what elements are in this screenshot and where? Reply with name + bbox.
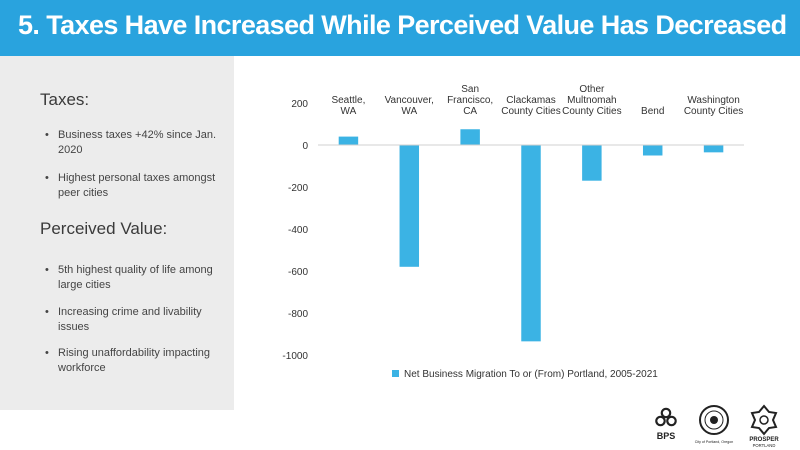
- value-bullet-3: Rising unaffordability impacting workfor…: [45, 346, 226, 376]
- bps-label: BPS: [657, 431, 676, 441]
- category-label-line: WA: [401, 106, 417, 117]
- category-label-line: Washington: [687, 95, 739, 106]
- category-label-5: Bend: [641, 106, 664, 117]
- category-label-line: Multnomah: [567, 95, 616, 106]
- category-label-line: County Cities: [684, 106, 743, 117]
- category-label-6: Washington County Cities: [684, 95, 743, 117]
- bar-4: [582, 145, 602, 181]
- bar-2: [460, 129, 480, 145]
- y-tick-label-1: 0: [302, 141, 308, 152]
- bar-0: [338, 136, 359, 145]
- prosper-sub-label: PORTLAND: [753, 443, 776, 448]
- y-tick-label-3: -400: [288, 225, 308, 236]
- city-label: City of Portland, Oregon: [695, 440, 734, 444]
- y-tick-label-2: -200: [288, 183, 308, 194]
- city-seal-logo: City of Portland, Oregon: [695, 405, 734, 444]
- bar-1: [399, 145, 420, 267]
- category-label-line: County Cities: [501, 106, 560, 117]
- value-bullet-2: Increasing crime and livability issues: [45, 305, 226, 335]
- category-label-line: San: [461, 84, 479, 95]
- category-label-1: Vancouver, WA: [385, 95, 434, 117]
- y-tick-label-6: -1000: [282, 351, 308, 362]
- title-bar: 5. Taxes Have Increased While Perceived …: [0, 0, 800, 56]
- legend-swatch: [392, 370, 399, 377]
- sidebar-panel: Taxes: Business taxes +42% since Jan. 20…: [0, 56, 234, 410]
- taxes-bullet-2: Highest personal taxes amongst peer citi…: [45, 171, 226, 201]
- bps-logo: BPS: [655, 407, 677, 441]
- category-label-line: Bend: [641, 106, 664, 117]
- taxes-bullet-1: Business taxes +42% since Jan. 2020: [45, 128, 226, 158]
- prosper-label: PROSPER: [749, 437, 779, 443]
- bar-6: [703, 145, 724, 153]
- y-tick-label-5: -800: [288, 309, 308, 320]
- bar-5: [642, 145, 663, 156]
- category-label-line: WA: [341, 106, 357, 117]
- value-bullet-1: 5th highest quality of life among large …: [45, 263, 226, 293]
- bar-3: [521, 145, 541, 342]
- category-label-0: Seattle, WA: [331, 95, 365, 117]
- slide-title: 5. Taxes Have Increased While Perceived …: [18, 10, 787, 40]
- y-tick-label-0: 200: [291, 99, 308, 110]
- prosper-portland-logo: PROSPER PORTLAND: [749, 404, 779, 448]
- taxes-heading: Taxes:: [40, 90, 90, 109]
- category-label-line: Francisco,: [447, 95, 493, 106]
- category-label-line: Clackamas: [506, 95, 555, 106]
- category-label-line: Other: [579, 84, 605, 95]
- legend-label: Net Business Migration To or (From) Port…: [404, 369, 658, 380]
- category-label-line: County Cities: [562, 106, 621, 117]
- category-label-3: Clackamas County Cities: [501, 95, 560, 117]
- perceived-value-heading: Perceived Value:: [40, 219, 168, 238]
- category-label-2: San Francisco, CA: [447, 84, 493, 117]
- y-tick-label-4: -600: [288, 267, 308, 278]
- category-label-4: Other Multnomah County Cities: [562, 84, 621, 117]
- partner-logos: BPS City of Portland, Oregon PROSPER POR…: [655, 404, 779, 448]
- category-label-line: Seattle,: [331, 95, 365, 106]
- migration-chart: 200 0 -200 -400 -600 -800 -1000 Seattle, WA Vanco…: [234, 56, 800, 396]
- category-label-line: CA: [463, 106, 477, 117]
- category-label-line: Vancouver,: [385, 95, 434, 106]
